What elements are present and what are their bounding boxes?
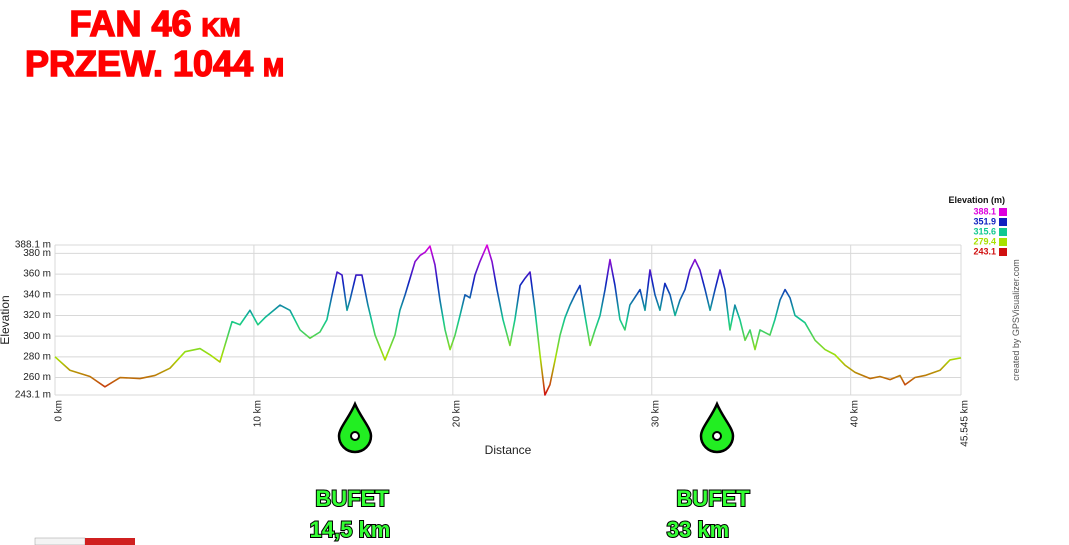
y-tick-label: 388.1 m	[15, 240, 51, 251]
x-tick-label: 45.545 km	[960, 400, 971, 447]
legend-swatch	[999, 238, 1007, 246]
annotation: BUFET	[676, 486, 750, 511]
aid-station-icon	[337, 400, 373, 454]
x-axis-title: Distance	[485, 443, 532, 457]
y-tick-label: 243.1 m	[15, 390, 51, 401]
y-tick-label: 360 m	[23, 269, 51, 280]
y-tick-label: 300 m	[23, 331, 51, 342]
legend-label: 279.4	[973, 236, 996, 246]
legend-label: 315.6	[973, 226, 996, 236]
drop-dot	[350, 431, 360, 441]
legend-swatch	[999, 248, 1007, 256]
x-tick-label: 40 km	[849, 400, 860, 427]
x-tick-label: 30 km	[650, 400, 661, 427]
legend-swatch	[999, 228, 1007, 236]
x-tick-label: 10 km	[253, 400, 264, 427]
drop	[699, 400, 735, 454]
flag-left	[34, 537, 86, 545]
legend-label: 243.1	[973, 246, 996, 256]
title: FAN 46 km	[70, 3, 241, 44]
y-tick-label: 280 m	[23, 351, 51, 362]
y-tick-label: 380 m	[23, 248, 51, 259]
drop	[337, 400, 373, 454]
y-tick-label: 340 m	[23, 289, 51, 300]
annotation: 33 km	[667, 517, 729, 542]
x-tick-label: 20 km	[451, 400, 462, 427]
y-axis-title: Elevation	[0, 295, 12, 344]
annotation: BUFET	[315, 486, 389, 511]
legend-swatch	[999, 218, 1007, 226]
legend-title: Elevation (m)	[948, 195, 1005, 205]
legend-swatch	[999, 208, 1007, 216]
x-tick-label: 0 km	[54, 400, 65, 422]
y-tick-label: 260 m	[23, 372, 51, 383]
legend-label: 351.9	[973, 216, 996, 226]
subtitle: PRZEW. 1044 m	[25, 43, 284, 84]
annotation: 14,5 km	[310, 517, 391, 542]
legend-label: 388.1	[973, 206, 996, 216]
drop-dot	[712, 431, 722, 441]
flag-right	[85, 538, 135, 545]
y-tick-label: 320 m	[23, 310, 51, 321]
elevation-line	[54, 244, 962, 396]
aid-station-icon	[699, 400, 735, 454]
credit: created by GPSVisualizer.com	[1011, 259, 1021, 380]
